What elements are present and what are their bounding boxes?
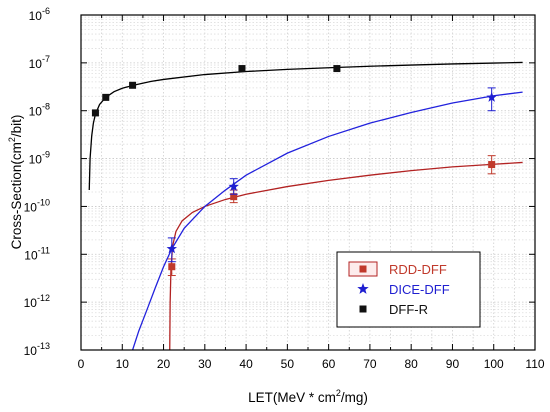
fit-line-dff-r — [88, 61, 523, 191]
legend: RDD-DFF DICE-DFF DFF-R — [336, 251, 481, 328]
legend-label-dice-dff: DICE-DFF — [389, 282, 450, 297]
x-tick-label: 90 — [446, 357, 460, 371]
legend-label-dff-r: DFF-R — [389, 302, 428, 317]
legend-marker-dff-r — [359, 305, 367, 313]
x-tick-label: 50 — [281, 357, 295, 371]
point-dice-dff — [228, 181, 239, 192]
legend-label-rdd-dff: RDD-DFF — [389, 262, 447, 277]
x-tick-label: 10 — [116, 357, 130, 371]
x-tick-label: 0 — [78, 357, 85, 371]
y-tick-label: 10-11 — [24, 245, 50, 262]
axis-ticks: 0 10 20 30 40 50 60 70 80 90 100 110 10-13 10-12 10-11… — [24, 6, 545, 371]
point-dff-r — [102, 93, 110, 101]
plot-area — [88, 61, 523, 350]
point-rdd-dff — [488, 161, 496, 169]
point-dff-r — [91, 109, 99, 117]
x-tick-label: 40 — [239, 357, 253, 371]
x-tick-label: 110 — [525, 357, 544, 371]
y-axis-title: Cross-Section(cm2/bit) — [7, 115, 24, 250]
x-tick-label: 80 — [405, 357, 419, 371]
x-tick-label: 20 — [157, 357, 171, 371]
point-dff-r — [333, 65, 341, 73]
x-tick-label: 100 — [484, 357, 504, 371]
y-tick-label: 10-13 — [24, 341, 50, 358]
x-axis-title: LET(MeV * cm2/mg) — [248, 388, 368, 405]
x-tick-label: 60 — [322, 357, 336, 371]
legend-marker-dice-dff — [357, 283, 369, 294]
point-dice-dff — [486, 91, 497, 102]
fit-line-dice-dff — [131, 91, 523, 350]
x-tick-label: 70 — [363, 357, 377, 371]
x-tick-label: 30 — [198, 357, 212, 371]
point-rdd-dff — [168, 263, 176, 271]
point-rdd-dff — [230, 193, 238, 201]
y-tick-label: 10-8 — [29, 102, 50, 119]
y-tick-label: 10-9 — [29, 150, 50, 167]
point-dff-r — [129, 81, 137, 89]
y-tick-label: 10-12 — [24, 293, 50, 310]
legend-marker-rdd-dff — [359, 265, 367, 273]
point-dice-dff — [166, 243, 178, 254]
point-dff-r — [238, 65, 246, 73]
y-tick-label: 10-7 — [29, 54, 50, 71]
y-tick-label: 10-10 — [24, 197, 50, 214]
y-tick-label: 10-6 — [29, 6, 50, 23]
